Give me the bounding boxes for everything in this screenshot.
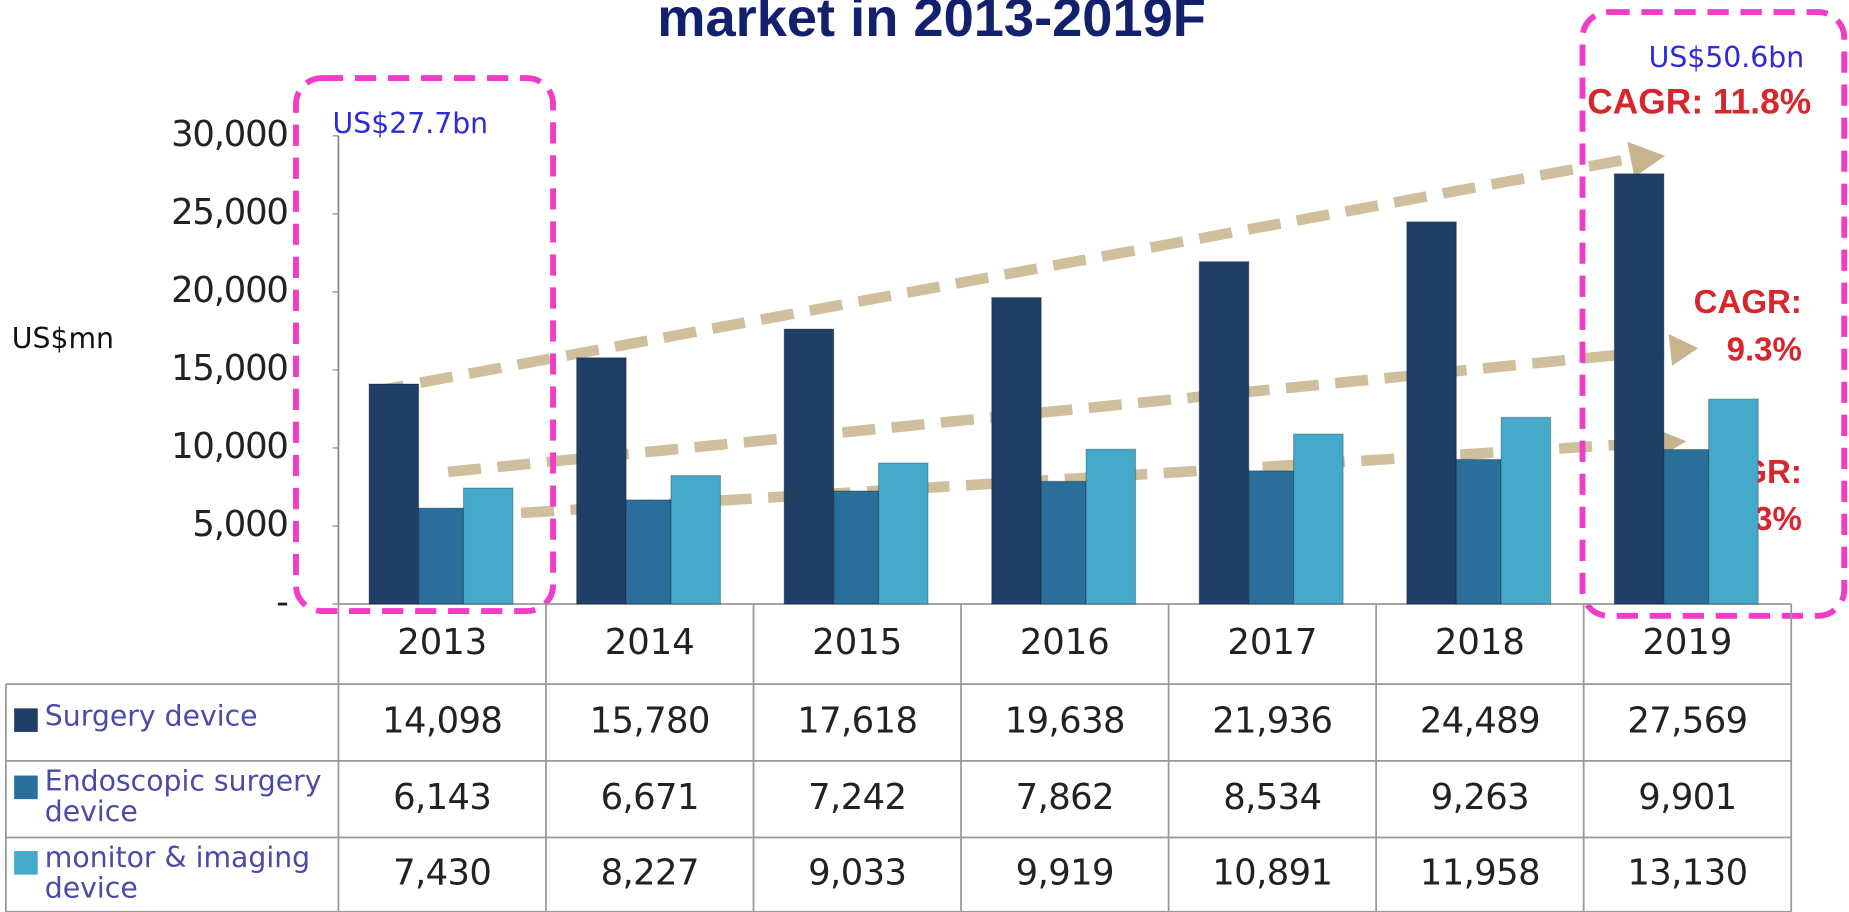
bar — [1613, 173, 1665, 605]
bar — [1293, 433, 1344, 605]
data-label: 10,891 — [1212, 853, 1332, 894]
x-tick-label: 2019 — [1642, 622, 1732, 663]
data-label: 19,638 — [1005, 701, 1125, 742]
legend-swatch — [14, 851, 38, 875]
bar — [1085, 448, 1137, 605]
data-label: 24,489 — [1420, 701, 1540, 742]
data-label: 9,263 — [1431, 777, 1529, 818]
bar — [1663, 448, 1710, 605]
bar — [1455, 458, 1502, 605]
y-axis-label: US$mn — [12, 322, 114, 355]
data-label: 7,430 — [393, 853, 491, 894]
bar — [368, 383, 420, 605]
bar — [462, 487, 514, 605]
data-label: 17,618 — [797, 701, 917, 742]
legend-entry: Surgery device — [44, 699, 258, 733]
annotation: 9.3% — [1727, 330, 1802, 367]
data-label: 9,901 — [1638, 777, 1736, 818]
data-label: 9,919 — [1016, 853, 1114, 894]
data-label: 6,143 — [393, 777, 491, 818]
x-tick-label: 2017 — [1227, 622, 1317, 663]
legend-entry: monitor & imaging device — [44, 842, 311, 905]
x-tick-label: 2015 — [812, 622, 902, 663]
data-label: 27,569 — [1627, 701, 1747, 742]
annotation: CAGR: — [1694, 283, 1802, 320]
bar — [418, 507, 465, 605]
data-label: 8,534 — [1223, 777, 1321, 818]
legend-label: Surgery device — [44, 699, 258, 733]
x-tick-label: 2013 — [397, 622, 487, 663]
y-tick-label: - — [276, 582, 288, 623]
bar — [670, 475, 722, 605]
data-label: 7,242 — [808, 777, 906, 818]
data-label: 13,130 — [1627, 853, 1747, 894]
bar — [1406, 221, 1457, 605]
legend-entry: Endoscopic surgery device — [44, 765, 322, 829]
y-tick-label: 10,000 — [171, 426, 288, 467]
bar — [877, 462, 929, 605]
legend-label: monitor & imaging device — [44, 842, 311, 905]
x-tick-label: 2014 — [605, 622, 695, 663]
x-tick-label: 2018 — [1435, 622, 1525, 663]
y-tick-label: 15,000 — [171, 348, 288, 389]
data-label: 14,098 — [382, 701, 502, 742]
bar — [1198, 261, 1250, 605]
bar — [625, 499, 672, 605]
legend-label: Endoscopic surgery device — [44, 765, 322, 829]
bar — [1040, 480, 1087, 605]
annotation: US$50.6bn — [1649, 41, 1805, 74]
data-label: 8,227 — [601, 853, 699, 894]
x-tick-label: 2016 — [1020, 622, 1110, 663]
legend-swatch — [14, 775, 38, 800]
highlight-box — [1579, 9, 1848, 619]
y-tick-label: 5,000 — [192, 504, 287, 545]
data-label: 15,780 — [590, 701, 710, 742]
y-tick-label: 20,000 — [171, 270, 288, 311]
bar — [1248, 470, 1295, 605]
data-label: 7,862 — [1016, 777, 1114, 818]
chart-title: market in 2013-2019F — [657, 0, 1206, 48]
data-label: 21,936 — [1212, 701, 1332, 742]
data-label: 11,958 — [1420, 853, 1540, 894]
bar — [576, 357, 627, 605]
bar — [991, 296, 1042, 605]
data-label: 6,671 — [601, 777, 699, 818]
bar — [1708, 398, 1759, 605]
y-tick-label: 30,000 — [171, 114, 288, 155]
legend-swatch — [14, 708, 38, 732]
bar — [1500, 416, 1552, 605]
data-label: 9,033 — [808, 853, 906, 894]
highlight-box — [293, 75, 556, 615]
bar — [783, 328, 835, 605]
annotation: US$27.7bn — [333, 107, 489, 140]
annotation: CAGR: 11.8% — [1587, 82, 1811, 121]
bar — [833, 490, 880, 605]
y-tick-label: 25,000 — [171, 192, 288, 233]
